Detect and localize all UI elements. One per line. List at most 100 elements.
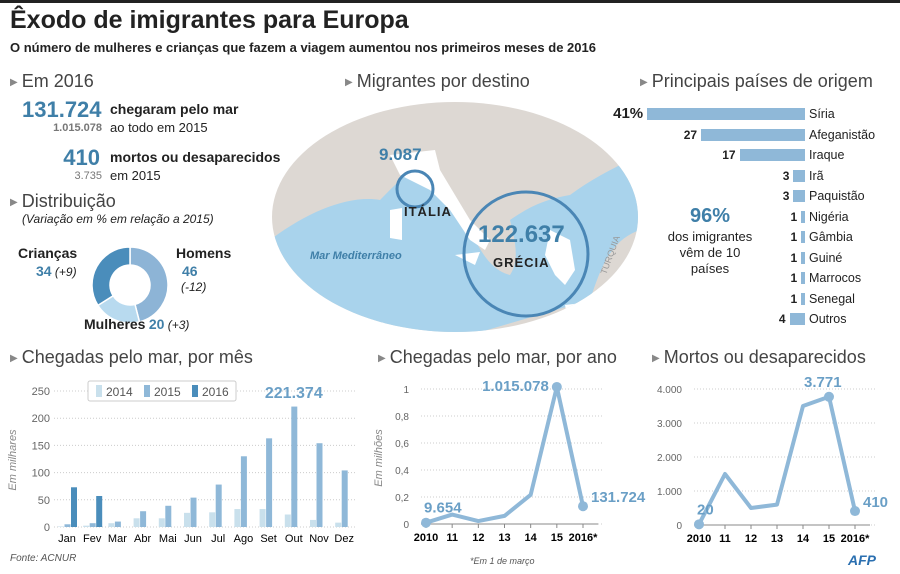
point-label: 3.771 [804,374,842,391]
triangle-icon: ▶ [652,352,660,364]
y-axis-label: Em milhões [373,429,385,487]
afp-logo: AFP [848,552,876,568]
origin-value: 1 [790,271,798,285]
origin-value: 17 [722,148,736,162]
point-label: 9.654 [424,500,462,517]
y-tick-label: 50 [38,495,50,507]
triangle-icon: ▶ [10,196,18,208]
section-mapa: ▶ Migrantes por destino [345,71,530,92]
y-tick-label: 0,6 [395,439,409,450]
change-homens: (-12) [181,280,207,294]
bar-2015-Out [291,406,298,527]
bar-2015-Jul [215,484,222,527]
origin-value: 27 [683,127,698,142]
section-distribuicao: ▶ Distribuição [10,191,116,212]
arrivals-2015: 1.015.078 [53,122,102,134]
legend-label: 2015 [154,385,181,399]
origin-bar [739,149,805,161]
sea-label: Mar Mediterrâneo [310,250,402,262]
point-marker [850,506,860,517]
x-tick-label: 2016* [841,533,870,545]
deaths-label: mortos ou desaparecidos [110,149,281,165]
section-heading: Distribuição [21,191,116,211]
page-title: Êxodo de imigrantes para Europa [10,6,409,34]
y-tick-label: 0 [403,520,409,531]
x-tick-label: 12 [745,533,757,545]
bar-2015-Jun [190,497,197,527]
x-tick-label: 12 [472,532,484,544]
origin-country: Nigéria [809,209,849,224]
value-homens: 46 [182,263,198,279]
grecia-value: 122.637 [478,221,565,248]
origin-bar [801,210,805,223]
origin-value: 1 [790,230,798,244]
y-tick-label: 4.000 [657,385,682,396]
bar-2015-Mai [165,505,172,527]
bar-2015-Ago [240,456,247,527]
section-monthly: ▶ Chegadas pelo mar, por mês [10,347,253,368]
arrivals-label: chegaram pelo mar [110,101,239,117]
point-label: 131.724 [591,489,646,506]
origin-value: 1 [790,250,798,265]
origin-country: Outros [809,312,847,326]
origin-bar [647,108,805,120]
distribution-donut [91,246,169,324]
bar-2014-Nov [310,519,316,527]
x-tick-label: Ago [234,533,254,545]
x-tick-label: Dez [334,533,354,545]
x-tick-label: 11 [719,533,731,545]
origin-value: 1 [790,291,798,306]
origin-bar [801,251,805,264]
grecia-label: GRÉCIA [493,255,550,270]
x-tick-label: Mar [108,533,127,545]
arrivals-2015-label: ao todo em 2015 [110,120,208,135]
label-criancas: Crianças [18,245,78,261]
section-heading: Principais países de origem [651,71,873,91]
x-tick-label: 14 [797,533,810,545]
origin-country: Marrocos [809,271,862,285]
section-em2016: ▶ Em 2016 [10,71,94,92]
bar-2014-Ago [234,509,241,527]
triangle-icon: ▶ [640,76,648,88]
chart-title: Chegadas pelo mar, por ano [389,347,617,367]
origin-bar [801,231,805,243]
point-label: 20 [697,501,714,518]
origin-bar [701,128,805,141]
bar-2014-Jul [209,512,216,527]
bar-2015-Abr [140,511,147,527]
x-tick-label: 2016* [569,532,598,544]
map-sea [272,160,638,332]
bar-2014-Mar [108,523,115,527]
origin-country: Paquistão [809,189,865,203]
legend-swatch [192,385,198,397]
bar-2014-Jan [58,526,64,527]
y-tick-label: 0,2 [395,493,409,504]
bar-2015-Dez [341,470,348,527]
triangle-icon: ▶ [10,76,18,88]
destination-map [272,102,638,332]
page-subtitle: O número de mulheres e crianças que faze… [10,40,596,55]
point-marker [694,519,704,530]
triangle-icon: ▶ [345,76,353,88]
deaths-2015: 3.735 [74,170,102,182]
section-heading: Migrantes por destino [356,71,530,91]
section-origem: ▶ Principais países de origem [640,71,873,92]
y-tick-label: 0,4 [395,466,409,477]
x-tick-label: Jul [211,533,225,545]
bar-2015-Nov [316,443,323,527]
chart-title: Chegadas pelo mar, por mês [21,347,253,367]
y-tick-label: 0 [676,521,682,532]
section-heading: Em 2016 [21,71,94,91]
bar-2015-Fev [89,523,96,527]
triangle-icon: ▶ [10,352,18,364]
x-tick-label: Abr [134,533,151,545]
origin-value: 3 [782,189,790,203]
x-tick-label: 14 [525,532,538,544]
origin-value: 1 [790,209,798,224]
origin-value: 4 [778,312,786,326]
point-marker [551,381,562,392]
section-yearly: ▶ Chegadas pelo mar, por ano [378,347,617,368]
value-mulheres: 20 [148,316,165,332]
point-label: 1.015.078 [482,378,549,395]
